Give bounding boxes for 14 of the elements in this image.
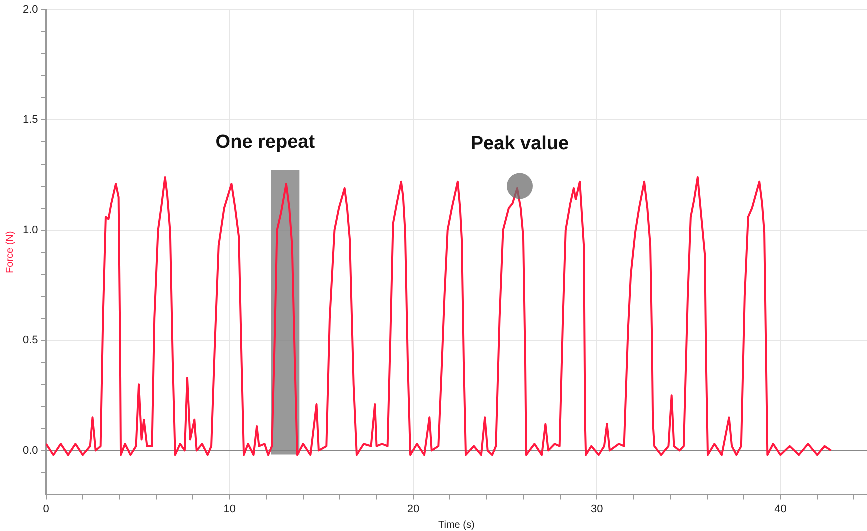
y-tick-label: 2.0 [22, 4, 38, 16]
x-tick-label: 0 [43, 503, 50, 516]
x-tick-label: 10 [224, 503, 236, 516]
y-tick-label: 1.0 [22, 224, 38, 236]
y-tick-label: 0.0 [22, 444, 38, 457]
annotation: Peak value [470, 133, 570, 154]
y-tick-label: 0.5 [22, 334, 38, 347]
x-tick-label: 20 [407, 503, 420, 516]
band-label: One repeat [216, 132, 316, 154]
y-axis-title: Force (N) [4, 231, 16, 274]
y-tick-label: 1.5 [22, 114, 38, 126]
x-tick-label: 30 [590, 503, 604, 516]
x-tick-label: 40 [774, 503, 787, 516]
x-axis-title: Time (s) [438, 520, 475, 531]
